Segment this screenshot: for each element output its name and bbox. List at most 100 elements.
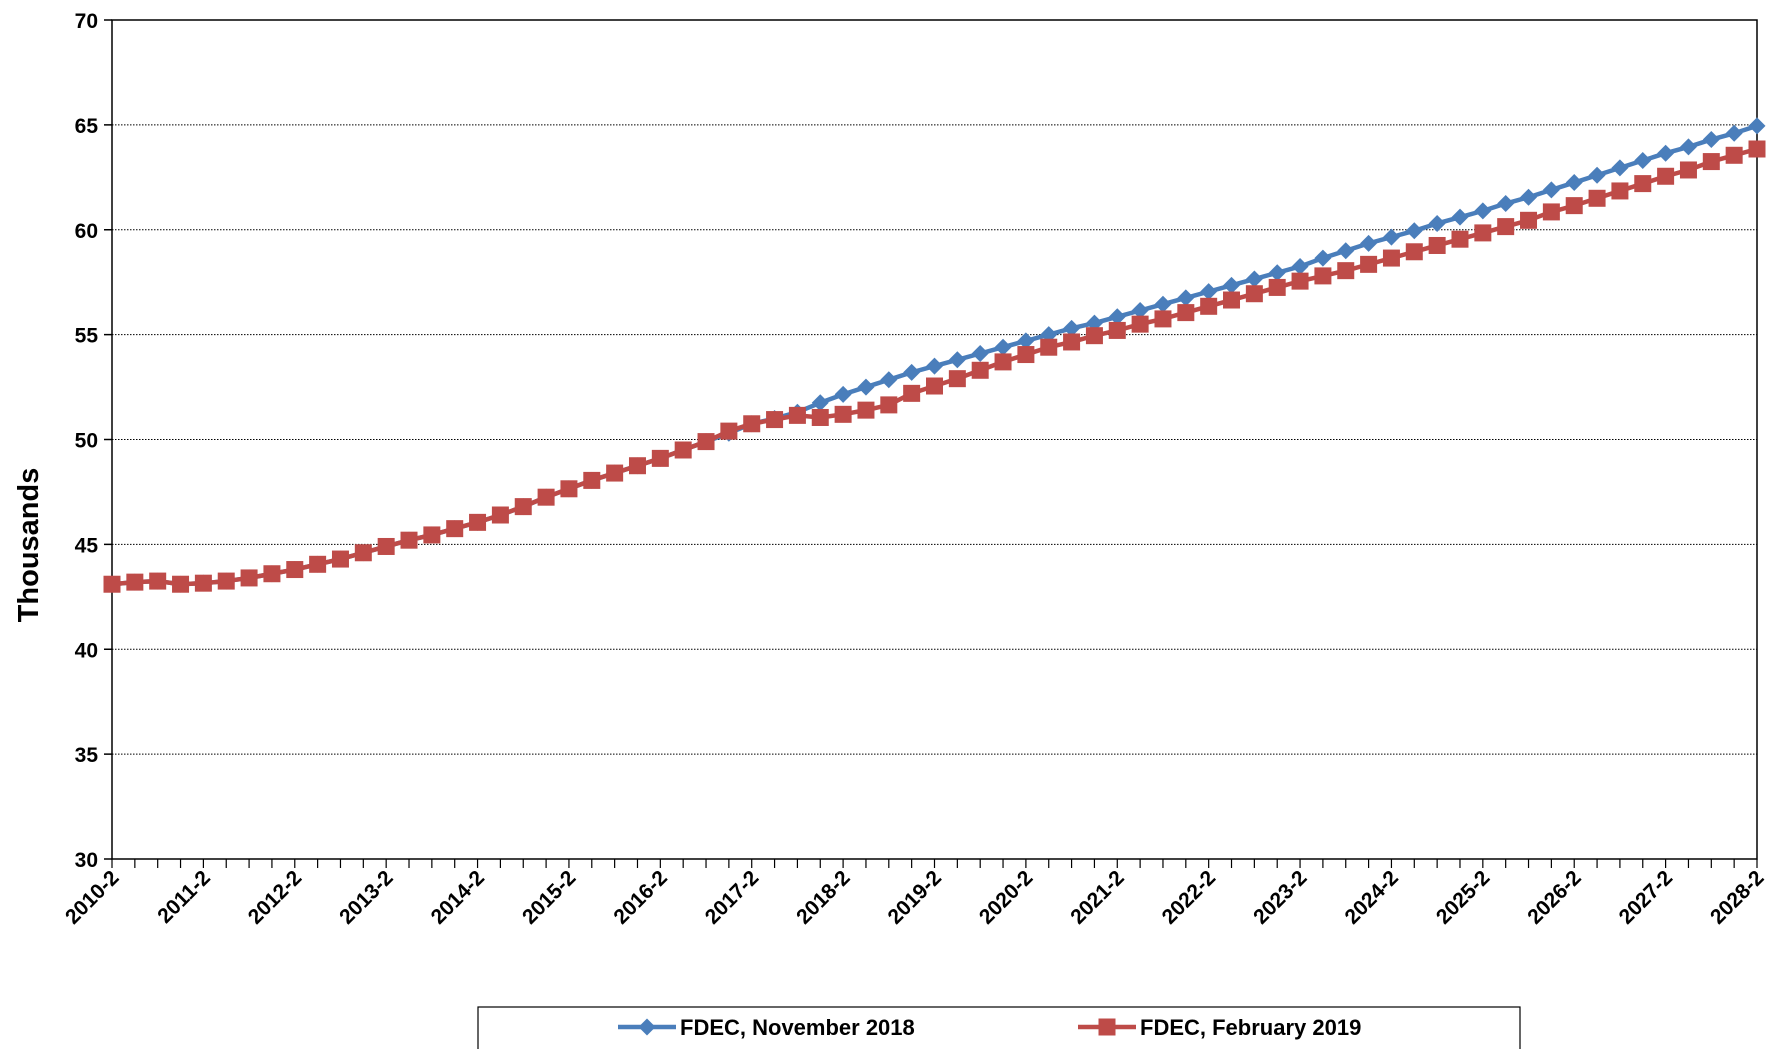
- data-point: [491, 506, 509, 524]
- x-tick-label: 2026-2: [1523, 866, 1586, 929]
- y-tick-label: 50: [75, 430, 98, 453]
- data-point: [971, 345, 989, 363]
- series-2: [103, 140, 1766, 593]
- data-point: [1108, 321, 1126, 339]
- legend: FDEC, November 2018 FDEC, February 2019: [477, 1006, 1521, 1049]
- data-point: [1085, 327, 1103, 345]
- data-point: [1702, 153, 1720, 171]
- data-point: [994, 353, 1012, 371]
- x-tick-label: 2011-2: [153, 866, 215, 928]
- data-point: [1040, 338, 1058, 356]
- data-point: [1382, 249, 1400, 267]
- data-point: [926, 357, 943, 375]
- data-point: [583, 471, 601, 489]
- x-tick-label: 2027-2: [1615, 866, 1678, 929]
- data-point: [1154, 310, 1172, 328]
- data-point: [720, 422, 738, 440]
- data-point: [1474, 202, 1492, 220]
- x-tick-label: 2028-2: [1706, 866, 1767, 929]
- data-point: [1497, 195, 1515, 213]
- data-point: [1497, 218, 1515, 236]
- x-tick-label: 2019-2: [884, 866, 947, 929]
- data-point: [103, 575, 121, 593]
- data-point: [766, 411, 784, 429]
- data-point: [423, 526, 441, 544]
- y-tick-label: 55: [75, 325, 99, 348]
- data-point: [1679, 161, 1697, 179]
- data-point: [903, 363, 921, 381]
- y-tick-label: 30: [75, 849, 98, 872]
- data-point: [1223, 276, 1241, 294]
- x-tick-label: 2015-2: [518, 866, 581, 929]
- data-point: [1679, 138, 1697, 156]
- data-point: [446, 520, 464, 538]
- data-point: [217, 572, 235, 590]
- data-point: [1428, 236, 1446, 254]
- data-point: [1634, 152, 1652, 170]
- data-point: [331, 550, 349, 568]
- data-point: [1063, 319, 1081, 337]
- x-tick-label: 2024-2: [1340, 866, 1403, 929]
- data-point: [903, 384, 921, 402]
- x-tick-label: 2017-2: [701, 866, 764, 929]
- x-tick-label: 2010-2: [61, 866, 124, 929]
- data-point: [1611, 182, 1629, 200]
- data-point: [948, 370, 966, 388]
- data-point: [1108, 308, 1126, 326]
- data-point: [1314, 249, 1332, 267]
- data-point: [309, 555, 327, 573]
- x-tick-label: 2013-2: [335, 866, 398, 929]
- data-point: [1405, 222, 1423, 240]
- data-point: [651, 449, 669, 467]
- data-point: [1200, 297, 1218, 315]
- data-point: [1611, 159, 1629, 177]
- data-point: [1360, 234, 1378, 252]
- data-point: [1360, 255, 1378, 273]
- data-point: [1154, 295, 1172, 313]
- data-point: [240, 569, 258, 587]
- data-point: [1588, 189, 1606, 207]
- data-point: [1565, 197, 1583, 215]
- data-point: [514, 498, 532, 516]
- data-point: [1405, 243, 1423, 261]
- y-tick-label: 70: [75, 10, 98, 33]
- data-point: [1725, 124, 1743, 142]
- data-point: [560, 480, 578, 498]
- data-point: [1748, 117, 1766, 135]
- gridlines: [112, 124, 1757, 755]
- x-tick-label: 2022-2: [1158, 866, 1221, 929]
- y-tick-label: 40: [75, 639, 98, 662]
- data-point: [1382, 228, 1400, 246]
- data-point: [1748, 140, 1766, 158]
- data-point: [628, 457, 646, 475]
- data-point: [1131, 302, 1149, 320]
- data-point: [263, 565, 281, 583]
- x-tick-label: 2025-2: [1432, 866, 1495, 929]
- data-point: [857, 401, 875, 419]
- x-tick-label: 2023-2: [1249, 866, 1312, 929]
- data-point: [697, 433, 715, 451]
- x-tick-label: 2020-2: [975, 866, 1038, 929]
- data-point: [1017, 346, 1035, 364]
- data-point: [926, 377, 943, 395]
- legend-label: FDEC, November 2018: [680, 1015, 915, 1040]
- data-point: [1702, 131, 1720, 149]
- data-point: [1017, 332, 1035, 350]
- y-tick-labels: 30 35 40 45 50 55 60 65 70: [75, 10, 99, 872]
- data-point: [1177, 289, 1195, 307]
- x-tick-label: 2012-2: [244, 866, 307, 929]
- x-tick-label: 2018-2: [792, 866, 855, 929]
- legend-marker-square: [1098, 1018, 1116, 1036]
- data-point: [400, 531, 418, 549]
- y-tick-label: 60: [75, 220, 98, 243]
- data-point: [1451, 230, 1469, 248]
- data-point: [172, 575, 190, 593]
- data-point: [194, 574, 212, 592]
- data-point: [1131, 315, 1149, 333]
- data-point: [971, 361, 989, 379]
- data-point: [1337, 262, 1355, 280]
- y-tick-label: 45: [75, 534, 99, 557]
- data-point: [1063, 333, 1081, 351]
- x-tick-label: 2021-2: [1066, 866, 1129, 929]
